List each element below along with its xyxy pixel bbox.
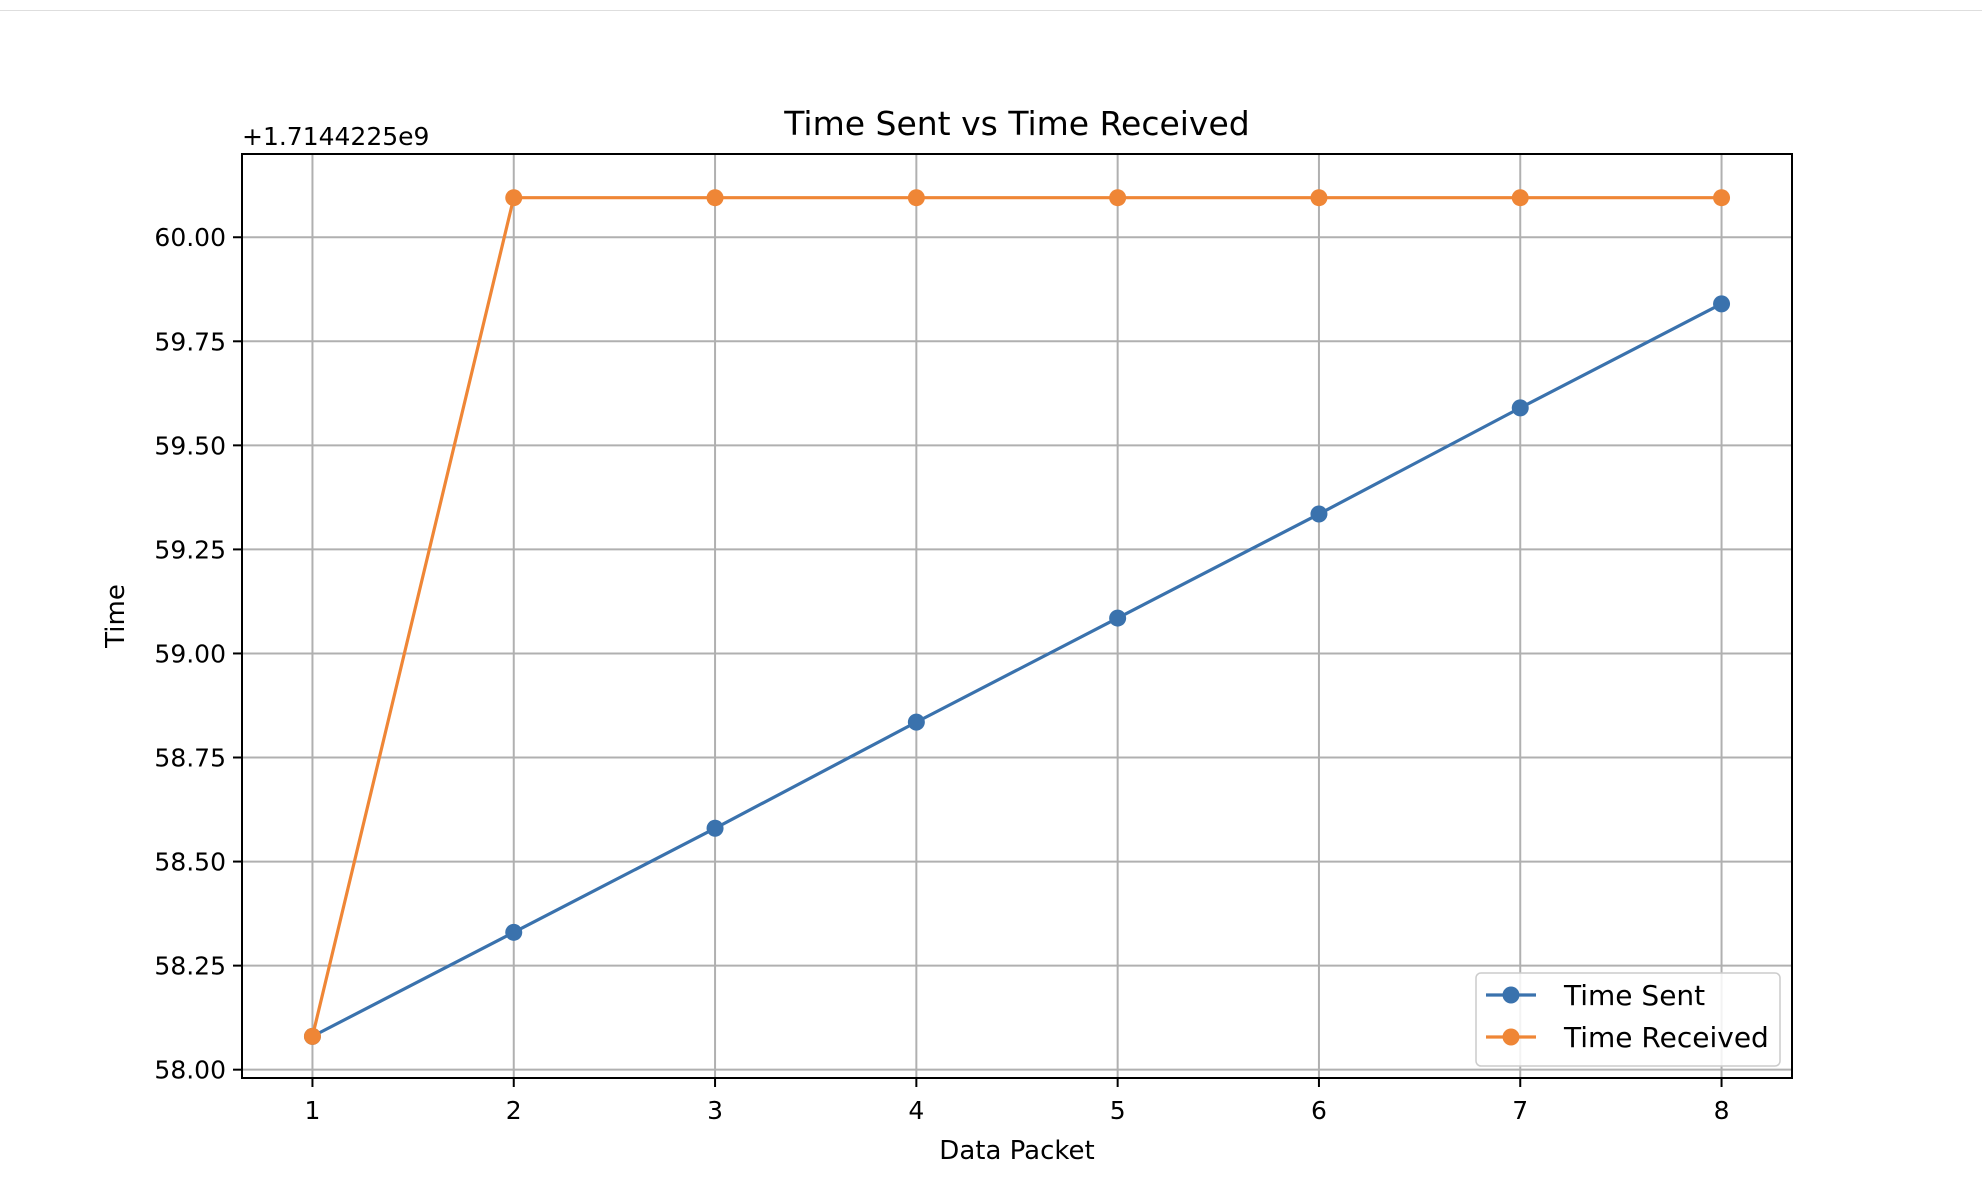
y-tick-label: 59.50	[154, 431, 226, 460]
x-tick-label: 5	[1110, 1096, 1126, 1125]
y-axis-label: Time	[101, 584, 131, 649]
x-tick-label: 7	[1512, 1096, 1528, 1125]
data-point	[1511, 189, 1529, 207]
x-axis-label: Data Packet	[939, 1136, 1094, 1166]
data-point	[1109, 189, 1127, 207]
plot-frame	[241, 153, 1793, 1079]
x-tick-label: 3	[707, 1096, 723, 1125]
chart-title: Time Sent vs Time Received	[783, 104, 1249, 143]
x-tick-label: 6	[1311, 1096, 1327, 1125]
y-tick-label: 60.00	[154, 223, 226, 252]
y-tick-label: 58.75	[154, 744, 226, 773]
data-point	[505, 189, 523, 207]
y-tick-label: 58.50	[154, 848, 226, 877]
y-tick-label: 58.00	[154, 1056, 226, 1085]
series-layer	[303, 189, 1731, 1045]
axis-ticks: 1 2 3 4 5 6 7 8 58.00 58.25 58.50 58.75 59.00 59.25 59…	[154, 223, 1729, 1125]
y-tick-label: 59.75	[154, 327, 226, 356]
x-tick-label: 8	[1714, 1096, 1730, 1125]
legend: Time Sent Time Received	[1475, 972, 1781, 1067]
grid	[242, 154, 1792, 1078]
series-time-sent	[303, 295, 1731, 1045]
data-point	[1109, 609, 1127, 627]
legend-marker	[1502, 1028, 1520, 1046]
data-point	[1511, 399, 1529, 417]
x-tick-label: 2	[506, 1096, 522, 1125]
legend-box	[1475, 972, 1781, 1067]
series-time-received	[303, 189, 1731, 1045]
data-point	[706, 189, 724, 207]
series-line	[310, 196, 1722, 1037]
data-point	[706, 819, 724, 837]
legend-label: Time Sent	[1563, 979, 1705, 1012]
data-point	[1310, 189, 1328, 207]
legend-marker	[1502, 986, 1520, 1004]
y-tick-label: 58.25	[154, 952, 226, 981]
data-point	[505, 923, 523, 941]
data-point	[303, 1027, 321, 1045]
data-point	[1713, 295, 1731, 313]
data-point	[1310, 505, 1328, 523]
top-divider	[0, 10, 1982, 11]
legend-label: Time Received	[1563, 1021, 1769, 1054]
x-tick-label: 1	[305, 1096, 321, 1125]
x-tick-label: 4	[908, 1096, 924, 1125]
data-point	[907, 713, 925, 731]
y-tick-label: 59.25	[154, 535, 226, 564]
y-axis-offset-label: +1.7144225e9	[242, 122, 429, 151]
series-line	[311, 302, 1723, 1038]
data-point	[907, 189, 925, 207]
data-point	[1713, 189, 1731, 207]
y-tick-label: 59.00	[154, 639, 226, 668]
